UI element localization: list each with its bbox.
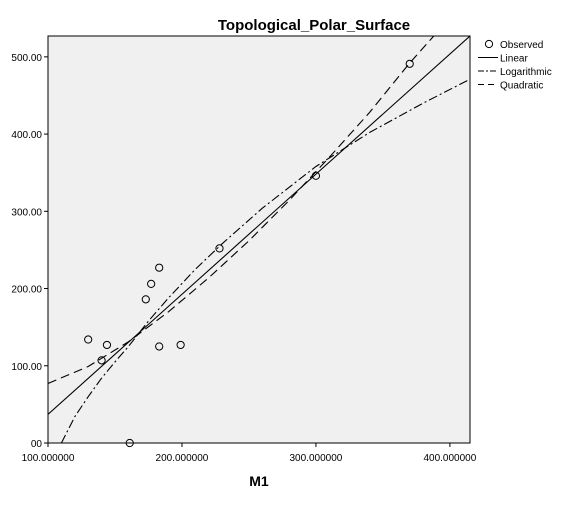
x-axis-label: M1 [249,473,269,489]
y-tick-label: 500.00 [11,53,42,64]
observed-point [84,335,93,344]
x-tick-label: 200.000000 [156,453,209,464]
legend-label: Observed [500,40,543,51]
quadratic-fit-line [48,36,435,385]
fit-curves [48,36,470,443]
observed-point [155,342,164,351]
y-tick-label: 100.00 [11,362,42,373]
observed-point [147,279,156,289]
observed-point [311,171,321,180]
y-axis-ticks: 00 100.00 200.00 300.00 400.00 500.00 [11,53,48,450]
observed-point [102,340,112,350]
y-tick-label: 300.00 [11,207,42,218]
legend-label: Linear [500,54,528,65]
chart-title: Topological_Polar_Surface [218,17,410,34]
observed-point [141,295,150,304]
legend-observed-marker [484,39,494,49]
observed-point [97,356,106,365]
logarithmic-fit-line [60,78,470,443]
x-tick-label: 300.000000 [290,453,343,464]
y-tick-label: 200.00 [11,285,42,296]
legend: Observed Linear Logarithmic Quadratic [478,39,552,92]
observed-point [215,244,224,253]
observed-point [176,340,185,350]
observed-point [125,438,134,448]
y-tick-label: 00 [31,439,43,450]
x-tick-label: 100.000000 [22,453,75,464]
observed-point [405,59,414,68]
linear-fit-line [48,36,470,415]
legend-label: Quadratic [500,81,543,92]
x-tick-label: 400.000000 [423,453,476,464]
legend-label: Logarithmic [500,67,552,78]
plot-area [47,35,471,444]
observed-points [84,59,414,448]
y-tick-label: 400.00 [11,130,42,141]
x-axis-ticks: 100.000000 200.000000 300.000000 400.000000 [22,443,477,464]
observed-point [155,263,164,272]
